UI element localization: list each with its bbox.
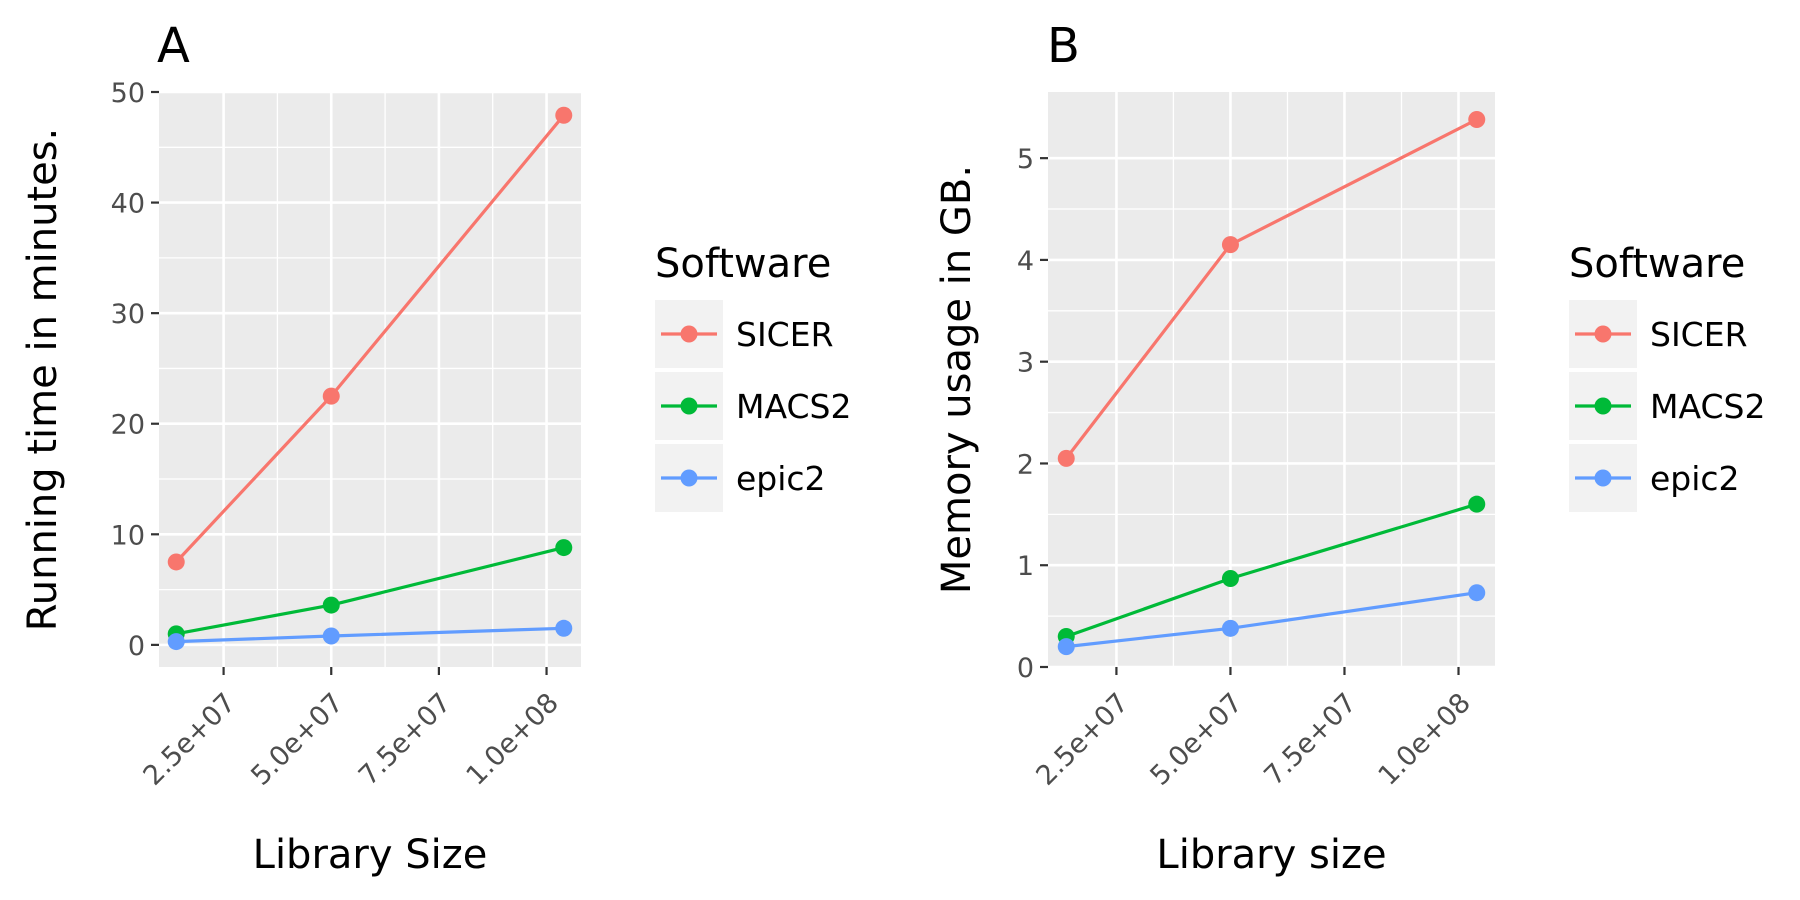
x-tick-label: 5.0e+07 — [245, 687, 349, 791]
data-point-sicer — [1057, 449, 1075, 467]
legend-title: Software — [1569, 241, 1745, 287]
x-axis-title: Library size — [1156, 832, 1386, 878]
x-tick-label: 1.0e+08 — [461, 687, 565, 791]
y-tick-label: 0 — [1017, 653, 1034, 684]
data-point-sicer — [1468, 110, 1486, 128]
legend-label: MACS2 — [1650, 387, 1765, 426]
y-tick-label: 50 — [111, 78, 145, 109]
x-tick-label: 7.5e+07 — [1258, 687, 1362, 791]
legend-item-macs2: MACS2 — [1569, 372, 1765, 440]
chart-panel-b: 0 1 2 3 4 5 2.5e+07 5.0e+07 7.5e+07 1.0e+08 Memory… — [934, 18, 1765, 878]
x-tick-label: 7.5e+07 — [353, 687, 457, 791]
legend-key-point — [680, 325, 698, 343]
legend-item-epic2: epic2 — [655, 444, 826, 512]
legend-item-epic2: epic2 — [1569, 444, 1740, 512]
panel-label: A — [157, 18, 190, 74]
data-point-macs2 — [555, 539, 573, 557]
x-tick-label: 2.5e+07 — [138, 687, 242, 791]
legend-label: SICER — [1650, 315, 1748, 354]
data-point-macs2 — [1221, 569, 1239, 587]
plot-background — [1048, 92, 1495, 667]
x-tick-label: 2.5e+07 — [1030, 687, 1134, 791]
legend-key-point — [680, 469, 698, 487]
legend-item-sicer: SICER — [655, 300, 834, 368]
data-point-macs2 — [1468, 495, 1486, 513]
legend-item-sicer: SICER — [1569, 300, 1748, 368]
data-point-epic2 — [1057, 638, 1075, 656]
data-point-sicer — [555, 106, 573, 124]
legend-key-point — [1594, 325, 1612, 343]
y-axis-title: Running time in minutes. — [20, 128, 66, 632]
data-point-sicer — [322, 387, 340, 405]
y-tick-label: 5 — [1017, 144, 1034, 175]
legend-key-point — [1594, 469, 1612, 487]
data-point-sicer — [167, 553, 185, 571]
legend-label: epic2 — [736, 459, 826, 498]
x-axis-title: Library Size — [253, 832, 488, 878]
y-tick-label: 2 — [1017, 449, 1034, 480]
y-tick-label: 3 — [1017, 348, 1034, 379]
legend-key-point — [680, 397, 698, 415]
legend-item-macs2: MACS2 — [655, 372, 851, 440]
data-point-epic2 — [555, 619, 573, 637]
legend-label: epic2 — [1650, 459, 1740, 498]
legend-label: MACS2 — [736, 387, 851, 426]
chart-panel-a: 0 10 20 30 40 50 2.5e+07 5.0e+07 7.5e+07 1.0e+08 R… — [20, 18, 851, 878]
y-axis-title: Memory usage in GB. — [934, 165, 980, 594]
panel-label: B — [1047, 18, 1080, 74]
legend: Software SICER MACS2 epic2 — [1569, 241, 1765, 512]
x-tick-label: 1.0e+08 — [1373, 687, 1477, 791]
legend: Software SICER MACS2 epic2 — [655, 241, 851, 512]
data-point-epic2 — [1468, 584, 1486, 602]
y-tick-label: 20 — [111, 410, 145, 441]
data-point-sicer — [1221, 236, 1239, 254]
x-tick-label: 5.0e+07 — [1144, 687, 1248, 791]
y-tick-label: 1 — [1017, 551, 1034, 582]
data-point-epic2 — [322, 627, 340, 645]
legend-key-point — [1594, 397, 1612, 415]
y-tick-label: 10 — [111, 520, 145, 551]
y-tick-label: 30 — [111, 299, 145, 330]
plot-background — [159, 92, 581, 667]
y-tick-label: 0 — [128, 631, 145, 662]
data-point-epic2 — [1221, 619, 1239, 637]
y-tick-label: 40 — [111, 189, 145, 220]
legend-title: Software — [655, 241, 831, 287]
data-point-epic2 — [167, 633, 185, 651]
legend-label: SICER — [736, 315, 834, 354]
data-point-macs2 — [322, 596, 340, 614]
y-tick-label: 4 — [1017, 246, 1034, 277]
